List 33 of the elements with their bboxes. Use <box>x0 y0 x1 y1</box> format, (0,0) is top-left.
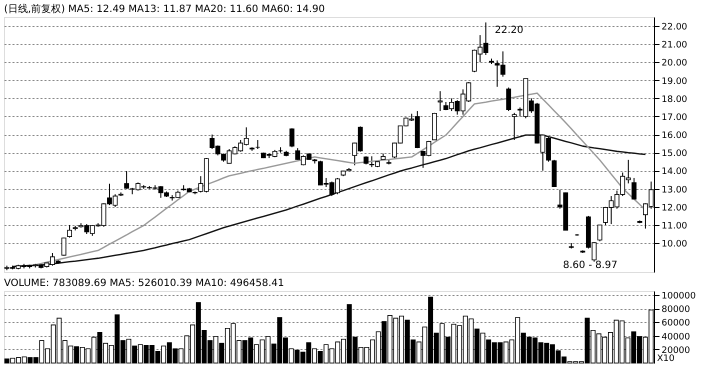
candlestick <box>512 112 517 140</box>
y-tick-label: 19.00 <box>662 76 688 87</box>
candlestick <box>438 90 443 112</box>
candlestick <box>506 87 512 112</box>
candlestick <box>61 237 66 256</box>
y-tick-label: 10.00 <box>662 240 688 250</box>
y-tick-label: 40000 <box>662 332 690 342</box>
chart-title: VOLUME: 783089.69 MA5: 526010.39 MA10: 496458.41 <box>4 278 284 289</box>
annotation: 8.60 - 8.97 <box>563 260 618 271</box>
candlestick <box>632 177 636 200</box>
y-tick-label: 13.00 <box>662 185 688 196</box>
y-tick-label: 11.00 <box>662 221 688 232</box>
y-tick-label: 80000 <box>662 305 690 316</box>
y-tick-label: 15.00 <box>662 149 688 160</box>
y-tick-label: 21.00 <box>662 40 688 51</box>
y-tick-label: 60000 <box>662 318 690 329</box>
annotation: 22.20 <box>494 25 524 36</box>
y-tick-label: 20.00 <box>662 58 688 69</box>
y-tick-label: 12.00 <box>662 203 688 214</box>
line-series <box>12 134 646 268</box>
candlestick <box>289 128 294 148</box>
chart-title: (日线,前复权) MA5: 12.49 MA13: 11.87 MA20: 11.60 MA60: 14.90 <box>4 3 325 15</box>
y-tick-label: 17.00 <box>662 112 688 123</box>
y-tick-label: 14.00 <box>662 167 688 178</box>
y-tick-label: 16.00 <box>662 131 688 142</box>
y-tick-label: 20000 <box>662 346 690 356</box>
candlestick <box>597 224 602 242</box>
candlestick <box>67 224 72 238</box>
text: X10 <box>657 354 675 364</box>
y-tick-label: 100000 <box>662 292 696 302</box>
candlestick <box>124 170 130 190</box>
y-tick-label: 18.00 <box>662 94 688 105</box>
y-tick-label: 22.00 <box>662 22 688 33</box>
